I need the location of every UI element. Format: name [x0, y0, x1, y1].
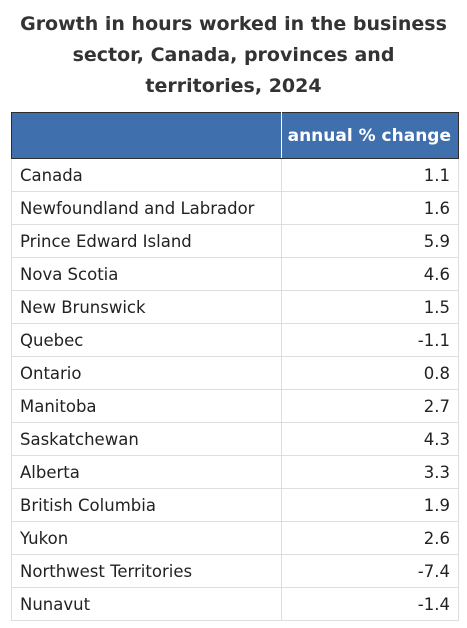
annual-change-value-cell: -1.4 — [281, 587, 459, 621]
annual-change-value-cell: -7.4 — [281, 554, 459, 588]
chart-title-line-3: territories, 2024 — [145, 75, 322, 97]
region-name-cell: Manitoba — [11, 389, 282, 423]
table-body: Canada 1.1 Newfoundland and Labrador 1.6 Pri… — [11, 158, 459, 621]
annual-change-value-cell: 2.7 — [281, 389, 459, 423]
region-name-cell: Alberta — [11, 455, 282, 489]
table-row: Nova Scotia 4.6 — [11, 257, 459, 291]
chart-title-line-2: sector, Canada, provinces and — [72, 44, 395, 66]
table-row: Saskatchewan 4.3 — [11, 422, 459, 456]
region-name-cell: Canada — [11, 158, 282, 192]
annual-change-value-cell: 5.9 — [281, 224, 459, 258]
annual-change-value-cell: 3.3 — [281, 455, 459, 489]
region-name-cell: Prince Edward Island — [11, 224, 282, 258]
region-name-cell: Newfoundland and Labrador — [11, 191, 282, 225]
annual-change-value-cell: 1.9 — [281, 488, 459, 522]
region-name-cell: Ontario — [11, 356, 282, 390]
data-table: annual % change Canada 1.1 Newfoundland an… — [11, 112, 459, 621]
annual-change-value-cell: 1.1 — [281, 158, 459, 192]
region-name-cell: Quebec — [11, 323, 282, 357]
table-row: Canada 1.1 — [11, 158, 459, 192]
table-header: annual % change — [11, 112, 459, 159]
region-name-cell: Yukon — [11, 521, 282, 555]
header-cell-annual-change: annual % change — [281, 112, 459, 159]
table-row: British Columbia 1.9 — [11, 488, 459, 522]
region-name-cell: New Brunswick — [11, 290, 282, 324]
region-name-cell: Saskatchewan — [11, 422, 282, 456]
table-row: Northwest Territories -7.4 — [11, 554, 459, 588]
annual-change-value-cell: 4.3 — [281, 422, 459, 456]
annual-change-value-cell: 4.6 — [281, 257, 459, 291]
annual-change-value-cell: -1.1 — [281, 323, 459, 357]
annual-change-value-cell: 1.5 — [281, 290, 459, 324]
chart-title: Growth in hours worked in the business s… — [0, 0, 467, 102]
table-row: New Brunswick 1.5 — [11, 290, 459, 324]
table-row: Nunavut -1.4 — [11, 587, 459, 621]
region-name-cell: Nova Scotia — [11, 257, 282, 291]
table-row: Newfoundland and Labrador 1.6 — [11, 191, 459, 225]
annual-change-value-cell: 2.6 — [281, 521, 459, 555]
table-row: Yukon 2.6 — [11, 521, 459, 555]
table-row: Alberta 3.3 — [11, 455, 459, 489]
header-cell-region — [11, 112, 282, 159]
annual-change-value-cell: 1.6 — [281, 191, 459, 225]
table-row: Quebec -1.1 — [11, 323, 459, 357]
table-row: Ontario 0.8 — [11, 356, 459, 390]
region-name-cell: Northwest Territories — [11, 554, 282, 588]
header-row: annual % change — [11, 112, 459, 159]
region-name-cell: British Columbia — [11, 488, 282, 522]
annual-change-value-cell: 0.8 — [281, 356, 459, 390]
chart-title-line-1: Growth in hours worked in the business — [20, 13, 447, 35]
region-name-cell: Nunavut — [11, 587, 282, 621]
table-row: Prince Edward Island 5.9 — [11, 224, 459, 258]
table-row: Manitoba 2.7 — [11, 389, 459, 423]
